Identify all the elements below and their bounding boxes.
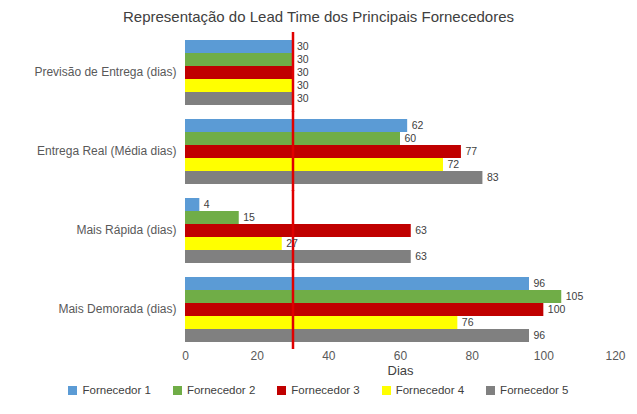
svg-text:76: 76	[462, 316, 474, 328]
svg-text:63: 63	[415, 224, 427, 236]
svg-text:60: 60	[405, 132, 417, 144]
html-text:Fornecedor 4: Fornecedor 4	[395, 384, 465, 396]
svg-text:80: 80	[465, 349, 479, 363]
svg-text:120: 120	[605, 349, 625, 363]
svg-text:0: 0	[182, 349, 189, 363]
svg-text:15: 15	[243, 211, 255, 223]
html-text:Fornecedor 3: Fornecedor 3	[291, 384, 360, 396]
svg-text:105: 105	[566, 290, 584, 302]
html-text:Representação do Lead Time dos: Representação do Lead Time dos Principai…	[123, 8, 514, 25]
svg-text:63: 63	[415, 250, 427, 262]
svg-text:83: 83	[487, 171, 499, 183]
svg-text:20: 20	[250, 349, 264, 363]
html-text:Fornecedor 1: Fornecedor 1	[82, 384, 151, 396]
svg-text:77: 77	[465, 145, 477, 157]
svg-text:96: 96	[534, 329, 546, 341]
html-text:Fornecedor 2: Fornecedor 2	[186, 384, 256, 396]
svg-text:100: 100	[548, 303, 566, 315]
svg-text:30: 30	[297, 53, 309, 65]
svg-text:Entrega Real (Média dias): Entrega Real (Média dias)	[37, 144, 176, 158]
svg-text:72: 72	[448, 158, 460, 170]
svg-text:4: 4	[204, 198, 210, 210]
svg-text:62: 62	[412, 119, 424, 131]
html-text:Fornecedor 5: Fornecedor 5	[500, 384, 569, 396]
svg-text:Mais Rápida (dias): Mais Rápida (dias)	[76, 223, 176, 237]
svg-text:30: 30	[297, 66, 309, 78]
svg-text:30: 30	[297, 79, 309, 91]
svg-text:Dias: Dias	[387, 363, 414, 378]
svg-text:27: 27	[286, 237, 298, 249]
svg-text:100: 100	[534, 349, 554, 363]
svg-text:60: 60	[394, 349, 408, 363]
svg-text:30: 30	[297, 40, 309, 52]
svg-text:30: 30	[297, 92, 309, 104]
svg-text:Mais Demorada (dias): Mais Demorada (dias)	[58, 302, 176, 316]
svg-text:96: 96	[534, 277, 546, 289]
svg-text:40: 40	[322, 349, 336, 363]
svg-text:Previsão de Entrega (dias): Previsão de Entrega (dias)	[34, 65, 176, 79]
